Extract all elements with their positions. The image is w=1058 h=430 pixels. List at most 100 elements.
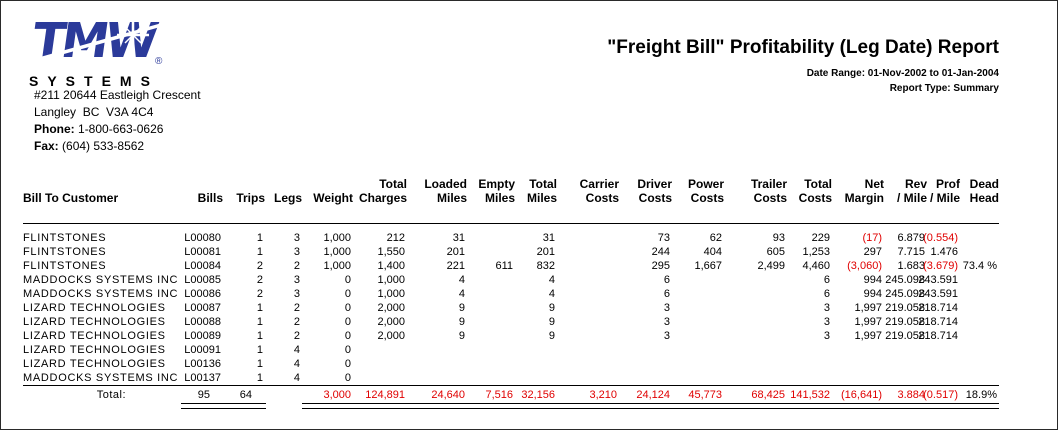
column-header: Prof / Mile [929,177,960,205]
table-cell [557,301,619,315]
table-cell: 0 [344,316,351,328]
table-cell [557,231,619,245]
table-cell: MADDOCKS SYSTEMS INC [23,274,179,286]
logo-star-diagonals [124,26,142,44]
table-cell: 6 [823,274,830,286]
table-cell [557,273,619,287]
table-cell: LIZARD TECHNOLOGIES [23,302,166,314]
table-cell [724,371,787,386]
total-cell: 64 [239,389,252,401]
table-cell: 994 [863,288,882,300]
freight-table: Bill To Customer Bills Trips Legs Weight Tota… [23,177,999,405]
table-cell: (3.679) [923,260,958,272]
total-cell: 95 [197,389,210,401]
table-cell: L00081 [184,246,221,258]
column-header: Dead Head [969,177,999,205]
table-cell: 1 [256,344,263,356]
table-cell: 2 [256,260,263,272]
total-label: Total: [96,389,126,401]
table-cell: 201 [446,246,465,258]
table-cell: 1 [256,330,263,342]
total-cell: 124,891 [365,389,405,401]
phone-label: Phone: [34,122,75,136]
column-header: Legs [273,191,302,205]
table-cell: 3 [293,288,300,300]
table-cell: 1.476 [930,246,958,258]
table-row: LIZARD TECHNOLOGIES L00088 1 2 0 2,000 9 9 3 3 1,9… [23,315,999,329]
table-cell: 229 [811,232,830,244]
table-cell [467,315,515,329]
table-cell [353,371,407,386]
table-cell: 3 [663,316,670,328]
table-cell [407,371,467,386]
total-cell: 68,425 [751,389,785,401]
table-cell: 611 [495,260,513,272]
table-cell: 3 [293,232,300,244]
table-cell [672,287,724,301]
table-cell: 1,997 [854,316,882,328]
table-cell: 9 [548,330,555,342]
column-header: Carrier Costs [579,177,619,205]
table-cell: 2,499 [757,260,785,272]
table-row: MADDOCKS SYSTEMS INC L00086 2 3 0 1,000 4 4 6 6 99… [23,287,999,301]
table-cell [557,315,619,329]
table-cell [787,357,832,371]
table-cell: MADDOCKS SYSTEMS INC [23,372,179,384]
table-cell [467,343,515,357]
table-cell: 219.058 [885,330,925,342]
table-cell: 605 [766,246,785,258]
table-cell: LIZARD TECHNOLOGIES [23,330,166,342]
table-cell: (0.554) [923,232,958,244]
table-cell: 4 [293,372,300,384]
table-cell: 994 [863,274,882,286]
table-cell: 1 [256,316,263,328]
table-cell: 1.683 [897,260,925,272]
total-double-underline-right [302,403,999,409]
table-cell [672,343,724,357]
table-cell: 221 [446,260,465,272]
table-cell [353,343,407,357]
table-cell [960,371,999,386]
column-header: Bills [197,191,223,205]
table-cell: 2 [293,302,300,314]
table-cell: 9 [458,330,465,342]
table-cell: 2 [256,274,263,286]
table-cell: 219.058 [885,316,925,328]
table-cell: 201 [536,246,555,258]
table-cell: 3 [663,302,670,314]
table-cell: 3 [293,246,300,258]
report-title: "Freight Bill" Profitability (Leg Date) … [607,37,999,58]
table-cell: 73.4 % [962,260,997,272]
registered-mark: ® [155,56,163,67]
table-cell [960,287,999,301]
table-cell [960,245,999,259]
table-cell: 1 [256,232,263,244]
table-cell [672,371,724,386]
table-cell: 0 [344,274,351,286]
table-row: MADDOCKS SYSTEMS INC L00085 2 3 0 1,000 4 4 6 6 99… [23,273,999,287]
table-cell: 4,460 [802,260,830,272]
phone-value: 1-800-663-0626 [78,122,164,136]
column-header: Total Charges [358,177,407,205]
table-cell: 2 [293,260,300,272]
table-cell [672,357,724,371]
table-cell [672,329,724,343]
table-cell [557,287,619,301]
column-header: Loaded Miles [424,177,467,205]
table-cell: L00088 [184,316,221,328]
table-cell [672,315,724,329]
table-cell: 93 [772,232,785,244]
column-header: Bill To Customer [23,191,119,205]
table-cell [724,315,787,329]
table-cell: 31 [452,232,465,244]
table-cell: 1,997 [854,330,882,342]
table-cell: 6.879 [897,232,925,244]
total-cell: 32,156 [521,389,555,401]
table-cell [927,343,960,357]
table-cell: 212 [386,232,405,244]
table-cell [832,371,884,386]
table-cell: 62 [709,232,722,244]
table-cell: 7.715 [897,246,925,258]
table-cell: 1,000 [323,246,351,258]
table-cell [467,301,515,315]
